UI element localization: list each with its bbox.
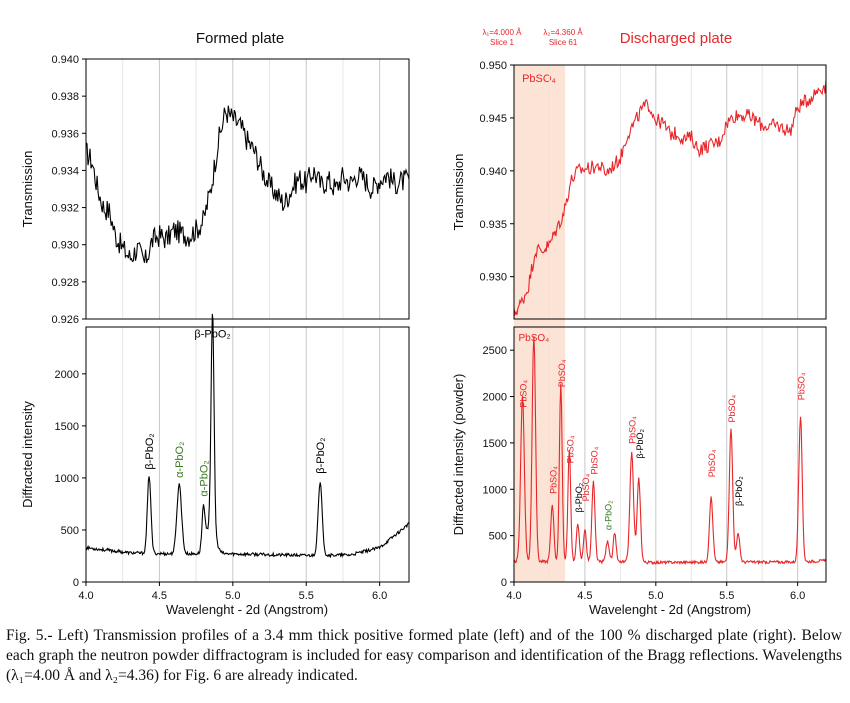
right-top-ytick-label-0: 0.930 xyxy=(479,272,507,284)
right-xtick-label-1: 4.5 xyxy=(577,590,592,602)
left-bottom-ylabel: Diffracted intensity xyxy=(20,401,35,508)
left-bottom-ytick-label-0: 0 xyxy=(73,577,79,589)
right-xlabel: Wavelenght - 2d (Angstrom) xyxy=(589,602,751,617)
left-xtick-label-4: 6.0 xyxy=(372,590,387,602)
right-transmission-line xyxy=(513,79,827,317)
right-top-ytick-label-2: 0.940 xyxy=(479,166,507,178)
wavelength-annotation-2: λ₂=4.360 Å xyxy=(543,28,583,37)
right-peak-label-0: PbSO₄ xyxy=(518,333,549,344)
left-peak-label-1: α-PbO₂ xyxy=(174,442,186,478)
right-peak-label-13: β-PbO₂ xyxy=(734,476,744,506)
left-peak-label-4: β-PbO₂ xyxy=(315,437,327,473)
right-bottom-ytick-label-2: 1000 xyxy=(483,484,507,496)
right-peak-label-7: PbSO₄ xyxy=(589,446,599,474)
right-xtick-label-0: 4.0 xyxy=(506,590,521,602)
right-title: Discharged plate xyxy=(620,30,733,47)
right-peak-label-1: PbSO₄ xyxy=(519,380,529,408)
left-top-ytick-label-3: 0.932 xyxy=(51,203,79,215)
left-top-ytick-label-4: 0.934 xyxy=(51,165,79,177)
slice-annotation-1: Slice 1 xyxy=(490,38,515,47)
left-top-ytick-label-6: 0.938 xyxy=(51,91,79,103)
right-xtick-label-3: 5.5 xyxy=(719,590,734,602)
wavelength-annotation-1: λ₁=4.000 Å xyxy=(483,28,523,37)
right-diffraction-line xyxy=(513,336,827,566)
left-top-frame xyxy=(85,58,410,320)
right-peak-label-4: PbSO₄ xyxy=(565,435,575,463)
right-bottom-ytick-label-3: 1500 xyxy=(483,438,507,450)
left-xlabel: Wavelenght - 2d (Angstrom) xyxy=(166,602,328,617)
left-bottom-ytick-label-1: 500 xyxy=(61,525,79,537)
figure-caption: Fig. 5.- Left) Transmission profiles of … xyxy=(6,627,842,684)
band-label: PbSO₄ xyxy=(522,73,556,85)
right-bottom-ytick-label-5: 2500 xyxy=(483,345,507,357)
right-peak-label-8: α-PbO₂ xyxy=(604,500,614,530)
right-peak-label-14: PbSO₄ xyxy=(796,372,806,400)
right-peak-label-2: PbSO₄ xyxy=(548,466,558,494)
left-peak-label-2: α-PbO₂ xyxy=(198,460,210,496)
right-peak-label-6: PbSO₄ xyxy=(581,473,591,501)
right-peak-label-10: β-PbO₂ xyxy=(635,428,645,458)
pbso4-band xyxy=(514,65,566,582)
right-peak-label-5: β-PbO₂ xyxy=(574,482,584,512)
right-xtick-label-4: 6.0 xyxy=(790,590,805,602)
left-top-ytick-label-7: 0.940 xyxy=(51,54,79,66)
left-bottom-ytick-label-3: 1500 xyxy=(55,421,79,433)
left-top-ytick-label-2: 0.930 xyxy=(51,240,79,252)
right-peak-label-9: PbSO₄ xyxy=(628,416,638,444)
slice-annotation-2: Slice 61 xyxy=(549,38,578,47)
left-peak-label-0: β-PbO₂ xyxy=(144,433,156,469)
right-top-frame xyxy=(513,64,827,320)
left-bottom-ytick-label-2: 1000 xyxy=(55,473,79,485)
left-bottom-ytick-label-4: 2000 xyxy=(55,369,79,381)
left-xtick-label-3: 5.5 xyxy=(299,590,314,602)
left-top-ylabel: Transmission xyxy=(20,151,35,228)
right-top-ytick-label-1: 0.935 xyxy=(479,219,507,231)
right-top-ytick-label-3: 0.945 xyxy=(479,113,507,125)
left-transmission-line xyxy=(85,105,410,264)
left-chart: Formed plate 0.926 0.928 0.930 0.932 0.934 0.9… xyxy=(20,30,410,617)
left-diffraction-line xyxy=(85,313,410,559)
left-peak-label-3: β-PbO₂ xyxy=(194,328,230,340)
right-peak-label-12: PbSO₄ xyxy=(727,394,737,422)
right-bottom-ytick-label-4: 2000 xyxy=(483,392,507,404)
left-xtick-label-2: 5.0 xyxy=(225,590,240,602)
right-peak-label-11: PbSO₄ xyxy=(707,449,717,477)
right-bottom-ytick-label-1: 500 xyxy=(489,531,507,543)
left-top-ytick-label-5: 0.936 xyxy=(51,128,79,140)
right-top-ylabel: Transmission xyxy=(451,154,466,231)
left-xtick-label-0: 4.0 xyxy=(78,590,93,602)
right-bottom-ytick-label-0: 0 xyxy=(501,577,507,589)
right-peak-label-3: PbSO₄ xyxy=(557,359,567,387)
right-xtick-label-2: 5.0 xyxy=(648,590,663,602)
left-title: Formed plate xyxy=(196,30,284,47)
right-bottom-frame xyxy=(513,326,827,583)
left-xtick-label-1: 4.5 xyxy=(152,590,167,602)
left-top-ytick-label-0: 0.926 xyxy=(51,314,79,326)
left-top-ytick-label-1: 0.928 xyxy=(51,277,79,289)
left-bottom-frame xyxy=(85,326,410,583)
right-top-ytick-label-4: 0.950 xyxy=(479,60,507,72)
figure: Formed plate 0.926 0.928 0.930 0.932 0.934 0.9… xyxy=(20,28,827,617)
right-bottom-ylabel: Diffracted intensity (powder) xyxy=(451,374,466,536)
